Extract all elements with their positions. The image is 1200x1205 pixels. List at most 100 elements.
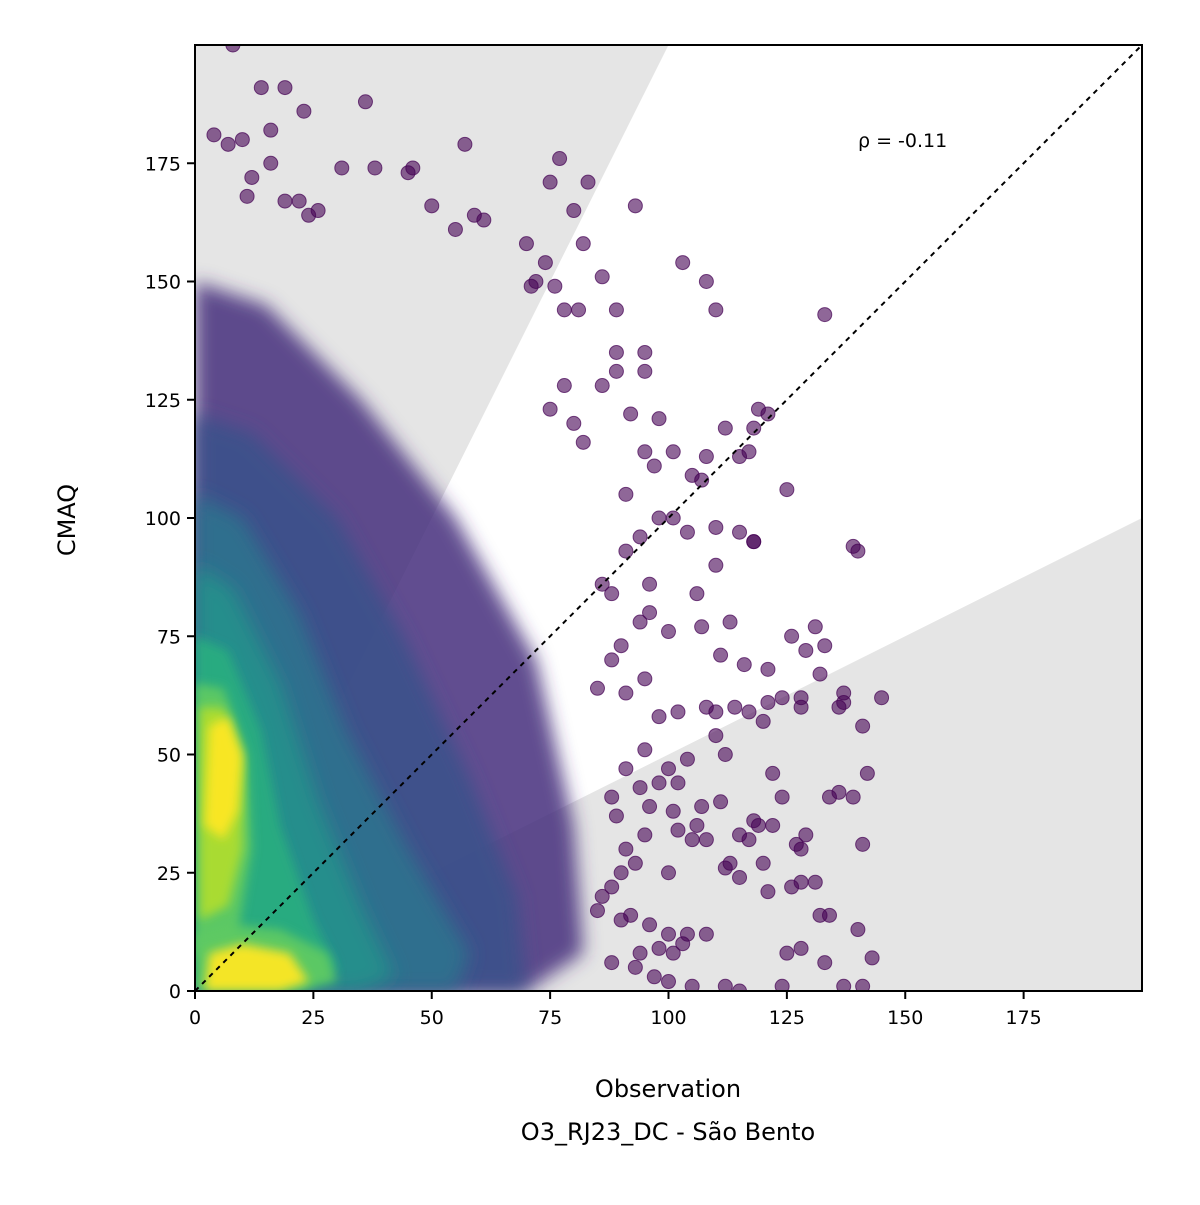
- scatter-point: [812, 666, 828, 682]
- scatter-point: [793, 940, 809, 956]
- scatter-point: [665, 444, 681, 460]
- scatter-point: [552, 151, 568, 167]
- scatter-point: [793, 874, 809, 890]
- scatter-point: [732, 869, 748, 885]
- scatter-point: [661, 624, 676, 640]
- scatter-point: [736, 657, 752, 673]
- scatter-point: [542, 401, 558, 417]
- scatter-point: [618, 761, 634, 777]
- scatter-point: [310, 203, 326, 219]
- scatter-point: [874, 690, 890, 706]
- scatter-point: [765, 817, 781, 833]
- x-tick-label: 75: [538, 1007, 562, 1029]
- scatter-point: [642, 799, 658, 815]
- density-band-8: [204, 716, 243, 840]
- scatter-point: [604, 652, 620, 668]
- scatter-point: [637, 671, 653, 687]
- y-tick-label: 75: [157, 626, 181, 648]
- scatter-point: [817, 955, 833, 971]
- scatter-point: [665, 803, 681, 819]
- scatter-point: [637, 363, 653, 379]
- scatter-point: [277, 80, 293, 96]
- scatter-point: [613, 865, 629, 881]
- scatter-point: [220, 136, 236, 152]
- scatter-point: [296, 103, 312, 119]
- scatter-point: [234, 132, 250, 148]
- scatter-point: [665, 945, 681, 961]
- x-tick-label: 25: [301, 1007, 325, 1029]
- scatter-point: [670, 822, 686, 838]
- scatter-point: [424, 198, 440, 214]
- scatter-point: [708, 557, 724, 573]
- scatter-point: [694, 472, 710, 488]
- scatter-point: [206, 127, 222, 143]
- scatter-point: [689, 586, 705, 602]
- scatter-point: [684, 832, 700, 848]
- scatter-point: [717, 978, 733, 991]
- scatter-point: [642, 917, 658, 933]
- scatter-point: [566, 415, 582, 431]
- scatter-point: [708, 519, 724, 535]
- scatter-point: [741, 832, 757, 848]
- scatter-point: [864, 950, 880, 966]
- scatter-point: [661, 865, 676, 881]
- scatter-point: [732, 524, 748, 540]
- scatter-point: [760, 406, 776, 422]
- scatter-point: [632, 945, 648, 961]
- scatter-point: [613, 912, 629, 928]
- scatter-point: [679, 524, 695, 540]
- scatter-point: [836, 978, 852, 991]
- scatter-point: [817, 638, 833, 654]
- scatter-point: [637, 444, 653, 460]
- scatter-point: [651, 510, 667, 526]
- scatter-point: [637, 344, 653, 360]
- scatter-point: [750, 817, 766, 833]
- scatter-point: [732, 449, 748, 465]
- scatter-point: [627, 959, 643, 975]
- reference-line: [195, 45, 1142, 991]
- scatter-point: [547, 278, 563, 294]
- scatter-point: [627, 855, 643, 871]
- scatter-point: [855, 836, 871, 852]
- scatter-point: [608, 344, 624, 360]
- scatter-point: [774, 690, 790, 706]
- scatter-point: [760, 661, 776, 677]
- y-axis-label: CMAQ: [53, 484, 81, 556]
- x-tick-label: 175: [1005, 1007, 1041, 1029]
- scatter-point: [698, 449, 714, 465]
- scatter-point: [589, 903, 605, 919]
- scatter-point: [755, 855, 771, 871]
- density-cloud: [195, 281, 584, 991]
- one-to-one-line: [195, 45, 1142, 991]
- scatter-point: [755, 713, 771, 729]
- scatter-point: [589, 680, 605, 696]
- scatter-point: [556, 378, 572, 394]
- scatter-point: [618, 841, 634, 857]
- scatter-point: [793, 699, 809, 715]
- scatter-point: [646, 969, 662, 985]
- scatter-point: [263, 122, 279, 138]
- scatter-point: [670, 704, 686, 720]
- y-tick-label: 175: [145, 153, 181, 175]
- scatter-point: [542, 174, 558, 190]
- scatter-point: [357, 94, 373, 110]
- scatter-point: [807, 874, 823, 890]
- scatter-point: [651, 775, 667, 791]
- scatter-point: [661, 761, 676, 777]
- x-axis-ticks: 0 25 50 75 100 125 150 175: [189, 991, 1042, 1029]
- y-tick-label: 100: [145, 508, 181, 530]
- y-tick-label: 150: [145, 272, 181, 294]
- scatter-point: [646, 458, 662, 474]
- scatter-point: [765, 765, 781, 781]
- scatter-point: [618, 486, 634, 502]
- scatter-point: [845, 789, 861, 805]
- scatter-point: [594, 888, 610, 904]
- scatter-point: [665, 510, 681, 526]
- y-tick-label: 0: [169, 981, 181, 1003]
- scatter-point: [575, 434, 591, 450]
- x-tick-label: 50: [420, 1007, 444, 1029]
- scatter-point: [637, 742, 653, 758]
- scatter-point: [594, 378, 610, 394]
- scatter-point: [571, 302, 587, 318]
